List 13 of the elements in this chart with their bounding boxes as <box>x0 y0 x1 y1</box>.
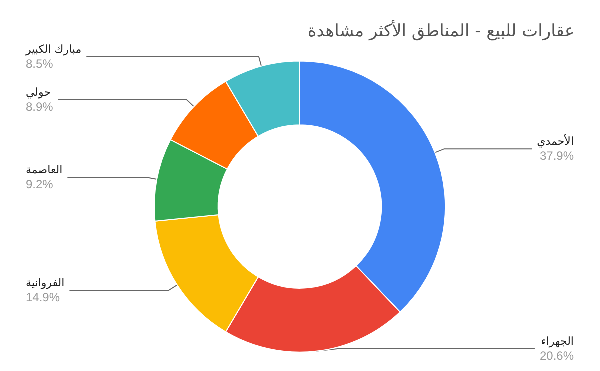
data-label: 14.9% <box>26 290 60 305</box>
slice-label: مبارك الكبير <box>25 42 82 56</box>
slice-label: العاصمة <box>26 164 63 177</box>
chart-title: عقارات للبيع - المناطق الأكثر مشاهدة <box>308 20 576 42</box>
data-label: 8.5% <box>26 56 54 71</box>
slice-label: الجهراء <box>541 335 574 348</box>
slice-label: الفروانية <box>26 276 65 290</box>
data-label: 8.9% <box>26 100 54 114</box>
data-label: 9.2% <box>26 178 54 192</box>
slice-label: الأحمدي <box>537 134 574 148</box>
slice-label: حولي <box>26 86 52 99</box>
data-label: 37.9% <box>540 149 574 164</box>
data-label: 20.6% <box>540 349 574 363</box>
